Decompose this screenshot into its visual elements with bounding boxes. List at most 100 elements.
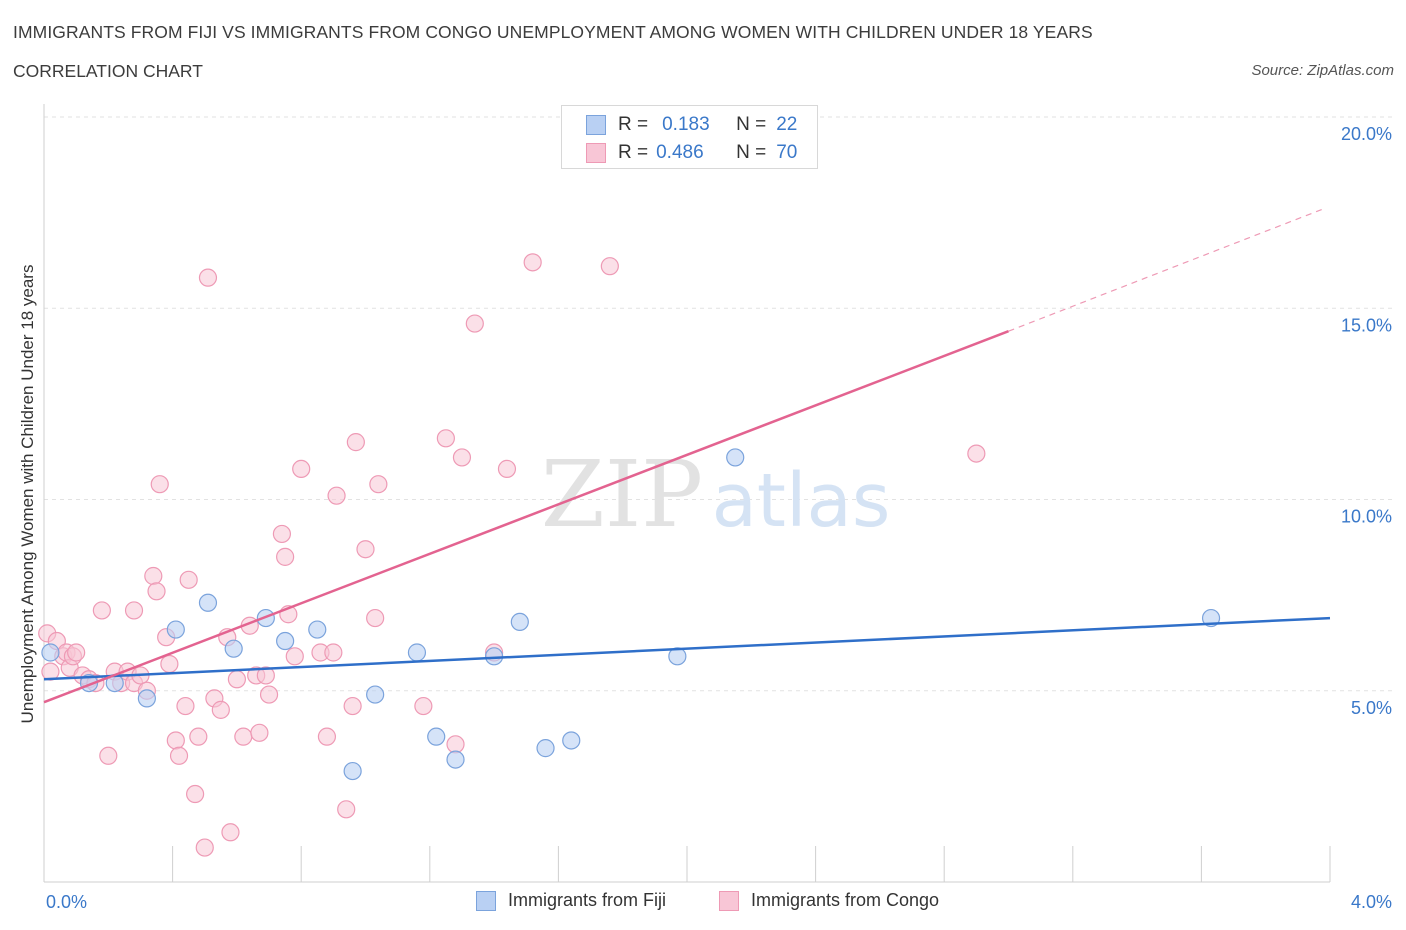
congo-point	[179, 570, 198, 589]
congo-point	[446, 735, 465, 754]
congo-point	[465, 314, 484, 333]
congo-point	[211, 700, 230, 719]
axes	[43, 104, 1331, 883]
congo-swatch	[586, 143, 606, 163]
bottom-fiji-label: Immigrants from Fiji	[508, 890, 667, 910]
congo-point	[150, 475, 169, 494]
grid-lines	[44, 116, 1392, 692]
fiji-point	[224, 639, 243, 658]
chart-title: IMMIGRANTS FROM FIJI VS IMMIGRANTS FROM …	[13, 22, 1093, 42]
trend-lines	[43, 208, 1331, 704]
congo-point	[227, 670, 246, 689]
congo-point	[256, 666, 275, 685]
fiji-r-label: R =	[618, 114, 649, 135]
congo-point	[250, 723, 269, 742]
congo-point	[600, 257, 619, 276]
tick-labels: 5.0% 10.0% 15.0% 20.0% 0.0% 4.0%	[46, 124, 1392, 912]
congo-point	[147, 582, 166, 601]
congo-trend-extension	[1008, 208, 1324, 332]
y-tick-label: 10.0%	[1341, 507, 1392, 527]
fiji-point	[446, 750, 465, 769]
fiji-point	[726, 448, 745, 467]
congo-n-value: 70	[776, 142, 798, 163]
bottom-legend-fiji: Immigrants from Fiji	[476, 890, 666, 911]
congo-points	[38, 253, 986, 857]
congo-point	[346, 433, 365, 452]
congo-point	[414, 696, 433, 716]
fiji-n-label: N =	[736, 114, 767, 135]
congo-point	[92, 601, 111, 620]
legend-row-congo: R = 0.486 N = 70	[586, 141, 797, 165]
fiji-point	[536, 739, 555, 758]
bottom-fiji-swatch	[476, 890, 496, 911]
congo-point	[523, 253, 542, 272]
fiji-point	[343, 761, 362, 781]
congo-point	[124, 601, 144, 620]
congo-point	[67, 643, 86, 662]
congo-trend-line	[43, 330, 1009, 704]
bottom-congo-swatch	[719, 890, 739, 911]
congo-point	[195, 838, 214, 857]
congo-point	[285, 647, 304, 666]
x-tick-label: 0.0%	[46, 892, 87, 912]
congo-point	[144, 566, 163, 586]
congo-point	[317, 727, 337, 746]
congo-point	[189, 727, 208, 746]
x-tick-label: 4.0%	[1351, 892, 1392, 912]
congo-point	[497, 459, 517, 478]
congo-point	[166, 731, 185, 750]
congo-point	[99, 746, 118, 765]
fiji-points	[41, 448, 1221, 781]
fiji-point	[562, 731, 581, 750]
source-note: Source: ZipAtlas.com	[1251, 62, 1394, 79]
congo-point	[369, 475, 388, 494]
watermark: ZIP atlas	[541, 441, 891, 548]
fiji-point	[407, 643, 427, 662]
congo-point	[366, 608, 385, 628]
congo-point	[337, 800, 356, 819]
y-tick-label: 15.0%	[1341, 315, 1392, 335]
correlation-legend: R = 0.183 N = 22 R = 0.486 N = 70	[561, 105, 818, 169]
fiji-point	[366, 685, 385, 704]
fiji-point	[427, 727, 446, 746]
congo-point	[356, 540, 375, 559]
congo-point	[234, 727, 253, 746]
chart-subtitle: CORRELATION CHART	[13, 61, 203, 81]
congo-point	[272, 524, 292, 544]
fiji-point	[510, 612, 529, 632]
congo-r-value: 0.486	[656, 142, 704, 163]
congo-point	[967, 444, 986, 463]
bottom-legend-congo: Immigrants from Congo	[719, 890, 939, 911]
fiji-point	[198, 593, 218, 612]
fiji-trend-line	[43, 616, 1331, 681]
congo-r-label: R =	[618, 142, 649, 163]
fiji-n-value: 22	[776, 114, 798, 135]
congo-point	[186, 784, 205, 804]
bottom-congo-label: Immigrants from Congo	[751, 890, 940, 910]
congo-point	[292, 459, 311, 478]
congo-point	[452, 448, 472, 467]
congo-point	[327, 486, 346, 505]
fiji-swatch	[586, 115, 606, 135]
congo-point	[221, 823, 240, 842]
fiji-point	[137, 689, 156, 708]
congo-n-label: N =	[736, 142, 767, 163]
congo-point	[169, 746, 189, 765]
congo-point	[259, 685, 279, 704]
fiji-point	[276, 631, 295, 651]
y-tick-label: 20.0%	[1341, 124, 1392, 144]
watermark-atlas: atlas	[712, 458, 891, 544]
y-tick-label: 5.0%	[1351, 698, 1392, 718]
congo-point	[198, 268, 218, 287]
legend-row-fiji: R = 0.183 N = 22	[586, 113, 797, 137]
congo-point	[343, 696, 362, 716]
fiji-point	[166, 620, 185, 639]
congo-point	[436, 429, 455, 448]
fiji-point	[308, 620, 327, 639]
congo-point	[324, 643, 343, 662]
y-axis-label: Unemployment Among Women with Children U…	[18, 264, 37, 724]
fiji-point	[41, 643, 60, 662]
fiji-point	[668, 647, 687, 666]
congo-point	[160, 654, 179, 674]
